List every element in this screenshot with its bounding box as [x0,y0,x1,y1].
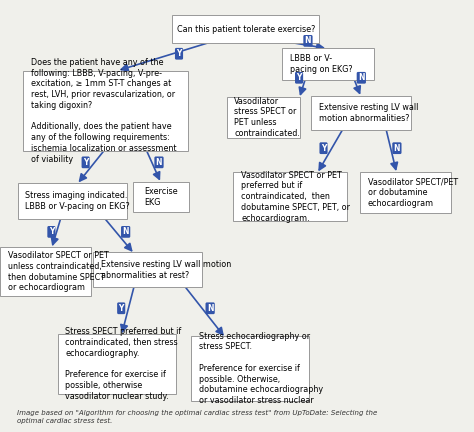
FancyBboxPatch shape [283,48,374,80]
Text: N: N [358,73,365,82]
FancyBboxPatch shape [93,252,202,287]
FancyBboxPatch shape [191,336,309,400]
FancyBboxPatch shape [173,16,319,43]
FancyBboxPatch shape [18,183,127,219]
Text: Vasodilator SPECT/PET
or dobutamine
echocardiogram: Vasodilator SPECT/PET or dobutamine echo… [368,177,458,208]
Text: Can this patient tolerate exercise?: Can this patient tolerate exercise? [176,25,315,34]
Text: Does the patient have any of the
following: LBBB, V-pacing, V-pre-
excitation, ≥: Does the patient have any of the followi… [31,58,176,164]
Text: Vasodilator
stress SPECT or
PET unless
contraindicated.: Vasodilator stress SPECT or PET unless c… [234,97,300,138]
Text: Y: Y [83,158,88,167]
FancyBboxPatch shape [58,334,176,394]
Text: Y: Y [176,49,182,58]
Text: N: N [393,144,400,152]
Text: Stress echocardiography or
stress SPECT.

Preference for exercise if
possible. O: Stress echocardiography or stress SPECT.… [199,332,323,405]
FancyBboxPatch shape [234,172,347,221]
Text: Y: Y [321,144,326,152]
Text: Stress imaging indicated.
LBBB or V-pacing on EKG?: Stress imaging indicated. LBBB or V-paci… [26,191,130,211]
FancyBboxPatch shape [311,96,411,130]
FancyBboxPatch shape [360,172,451,213]
Text: N: N [305,36,311,45]
Text: N: N [207,304,213,313]
FancyBboxPatch shape [227,97,300,138]
FancyBboxPatch shape [133,182,189,212]
Text: Y: Y [49,227,54,236]
Text: Stress SPECT preferred but if
contraindicated, then stress
echocardiography.

Pr: Stress SPECT preferred but if contraindi… [65,327,182,401]
FancyBboxPatch shape [0,247,91,296]
Text: Y: Y [296,73,302,82]
Text: Extensive resting LV wall motion
abnormalities at rest?: Extensive resting LV wall motion abnorma… [101,260,231,280]
Text: Vasodilator SPECT or PET
preferred but if
contraindicated,  then
dobutamine SPEC: Vasodilator SPECT or PET preferred but i… [241,171,350,222]
Text: N: N [122,227,129,236]
FancyBboxPatch shape [23,71,188,150]
Text: Image based on "Algorithm for choosing the optimal cardiac stress test" from UpT: Image based on "Algorithm for choosing t… [17,410,377,424]
Text: Y: Y [118,304,124,313]
Text: Exercise
EKG: Exercise EKG [145,187,178,206]
Text: N: N [156,158,162,167]
Text: LBBB or V-
pacing on EKG?: LBBB or V- pacing on EKG? [290,54,353,73]
Text: Extensive resting LV wall
motion abnormalities?: Extensive resting LV wall motion abnorma… [319,103,418,123]
Text: Vasodilator SPECT or PET
unless contraindicated,
then dobutamine SPECT
or echoca: Vasodilator SPECT or PET unless contrain… [8,251,109,292]
